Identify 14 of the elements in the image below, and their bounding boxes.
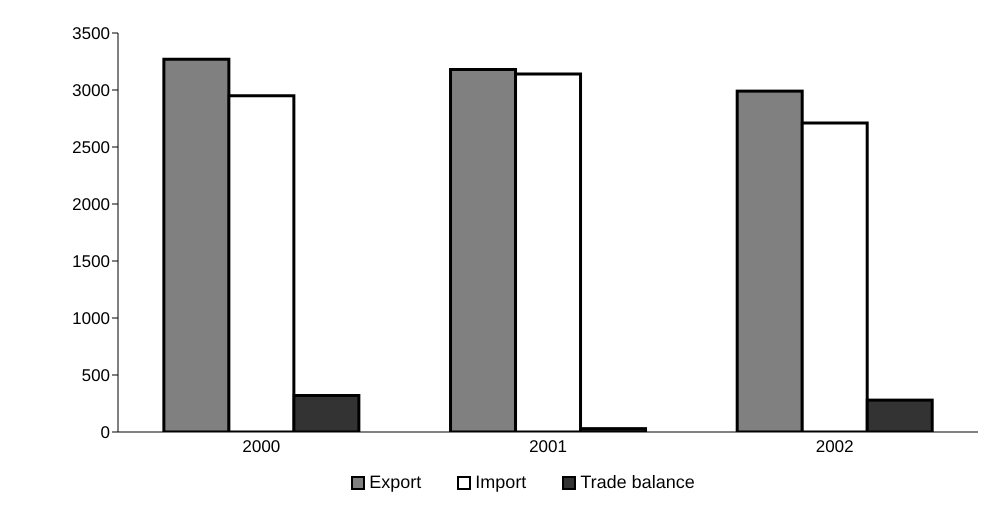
y-tick-label: 1500 — [72, 252, 110, 272]
y-tick-label: 0 — [100, 423, 110, 442]
legend-label: Import — [475, 472, 526, 493]
y-tick-label: 3000 — [72, 81, 110, 100]
x-tick-label: 2002 — [816, 437, 854, 456]
y-tick-label: 500 — [82, 366, 110, 386]
legend-label: Trade balance — [580, 472, 695, 493]
x-tick-label: 2001 — [529, 437, 567, 456]
y-tick-label: 2000 — [72, 195, 110, 214]
x-tick-label: 2000 — [242, 437, 280, 456]
y-tick-label: 1000 — [72, 309, 110, 328]
y-tick-label: 3500 — [72, 24, 110, 44]
legend-label: Export — [369, 472, 422, 493]
y-tick-label: 2500 — [72, 138, 110, 158]
